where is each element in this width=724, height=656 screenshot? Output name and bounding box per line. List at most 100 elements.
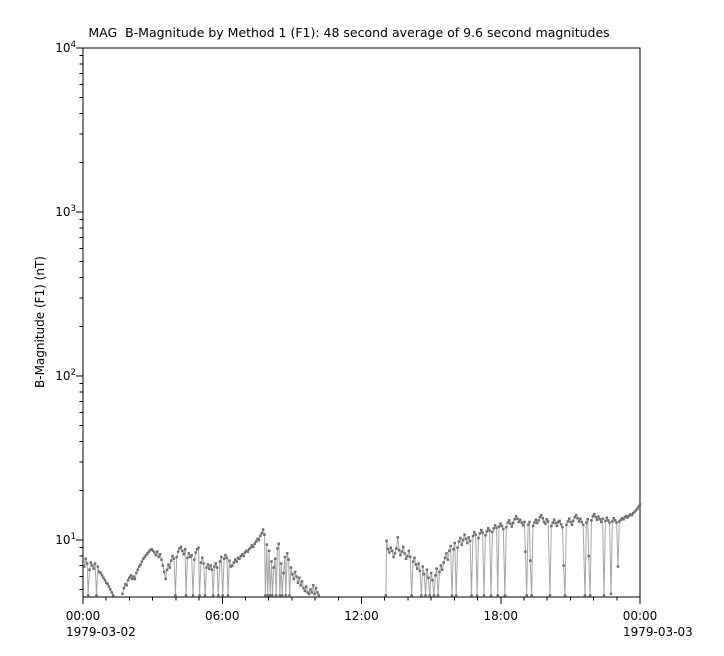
y-axis-label: B-Magnitude (F1) (nT) xyxy=(33,256,47,388)
data-point-marker xyxy=(83,565,86,568)
data-point-marker xyxy=(566,520,570,523)
data-point-marker xyxy=(615,521,618,524)
data-point-marker xyxy=(415,567,419,570)
data-point-marker xyxy=(236,556,240,560)
data-point-marker xyxy=(201,556,204,560)
data-point-marker xyxy=(106,582,109,586)
data-point-marker xyxy=(190,553,193,557)
data-point-marker xyxy=(205,566,208,569)
data-point-marker xyxy=(399,553,402,557)
data-point-marker xyxy=(235,560,238,563)
data-point-marker xyxy=(254,540,258,543)
data-point-marker xyxy=(178,547,181,550)
data-point-marker xyxy=(503,594,507,597)
data-point-marker xyxy=(544,522,547,525)
data-point-marker xyxy=(402,545,405,549)
y-tick-label: 104 xyxy=(55,40,76,55)
data-point-marker xyxy=(484,534,487,537)
data-point-marker xyxy=(563,594,567,597)
data-point-marker xyxy=(389,546,392,549)
data-point-marker xyxy=(439,564,443,567)
data-point-marker xyxy=(183,548,187,551)
data-point-marker xyxy=(616,565,620,568)
data-point-marker xyxy=(286,552,289,555)
data-point-marker xyxy=(257,538,261,542)
data-point-marker xyxy=(390,549,394,553)
data-point-marker xyxy=(193,558,196,561)
data-point-marker xyxy=(256,537,259,540)
data-point-marker xyxy=(131,577,134,581)
data-point-marker xyxy=(602,594,606,597)
data-point-marker xyxy=(176,550,180,553)
data-point-marker xyxy=(280,594,284,597)
data-point-marker xyxy=(253,542,256,545)
data-point-marker xyxy=(428,594,431,597)
data-point-marker xyxy=(128,576,131,579)
data-point-marker xyxy=(194,551,197,554)
data-point-marker xyxy=(438,570,441,574)
data-point-marker xyxy=(151,549,155,553)
data-point-marker xyxy=(136,568,139,571)
data-point-marker xyxy=(184,594,188,597)
data-point-marker xyxy=(520,521,523,524)
data-point-marker xyxy=(312,584,315,587)
data-point-marker xyxy=(300,580,304,583)
data-point-marker xyxy=(279,562,283,565)
data-point-marker xyxy=(506,521,509,524)
data-point-marker xyxy=(523,520,526,524)
data-point-marker xyxy=(247,548,251,551)
data-point-marker xyxy=(561,525,564,529)
data-point-marker xyxy=(95,594,98,597)
data-point-marker xyxy=(191,594,195,597)
data-point-marker xyxy=(461,538,465,542)
data-point-marker xyxy=(150,548,153,551)
data-point-marker xyxy=(218,560,222,563)
data-point-marker xyxy=(264,594,267,597)
data-point-marker xyxy=(111,594,115,597)
data-point-marker xyxy=(488,529,491,532)
data-point-marker xyxy=(505,525,508,529)
data-point-marker xyxy=(607,519,610,522)
data-point-marker xyxy=(241,553,244,556)
data-point-marker xyxy=(385,539,388,543)
data-point-marker xyxy=(92,567,95,570)
data-point-marker xyxy=(303,589,307,593)
data-point-marker xyxy=(497,525,501,528)
data-point-marker xyxy=(601,517,604,520)
data-point-marker xyxy=(524,550,527,553)
data-point-marker xyxy=(441,568,444,571)
data-point-marker xyxy=(164,577,167,581)
data-point-marker xyxy=(229,565,233,568)
data-point-marker xyxy=(168,566,171,569)
data-point-marker xyxy=(406,554,409,558)
data-series xyxy=(81,503,642,597)
x-axis-tick-labels: 00:00 06:00 12:00 18:00 00:00 xyxy=(66,609,658,623)
data-point-marker xyxy=(263,533,266,536)
data-point-marker xyxy=(557,520,560,524)
data-point-marker xyxy=(545,518,548,521)
data-point-marker xyxy=(570,523,574,526)
data-point-marker xyxy=(242,554,245,558)
data-point-marker xyxy=(135,571,138,575)
data-point-marker xyxy=(467,536,470,539)
data-point-marker xyxy=(137,565,141,568)
data-point-marker xyxy=(436,594,440,597)
data-point-marker xyxy=(89,561,93,564)
data-point-marker xyxy=(234,558,237,561)
data-point-marker xyxy=(475,594,479,597)
data-point-marker xyxy=(291,572,294,576)
data-point-marker xyxy=(217,594,220,597)
data-point-marker xyxy=(129,574,133,577)
data-point-marker xyxy=(623,515,627,519)
data-point-marker xyxy=(270,560,273,563)
data-point-marker xyxy=(199,561,203,564)
data-point-marker xyxy=(213,565,216,568)
data-point-marker xyxy=(512,521,515,525)
data-point-marker xyxy=(282,571,285,575)
data-point-marker xyxy=(284,594,288,597)
data-point-marker xyxy=(611,520,614,523)
data-point-marker xyxy=(608,521,611,524)
data-point-marker xyxy=(232,561,236,564)
data-point-marker xyxy=(432,594,436,597)
data-point-marker xyxy=(550,524,553,528)
